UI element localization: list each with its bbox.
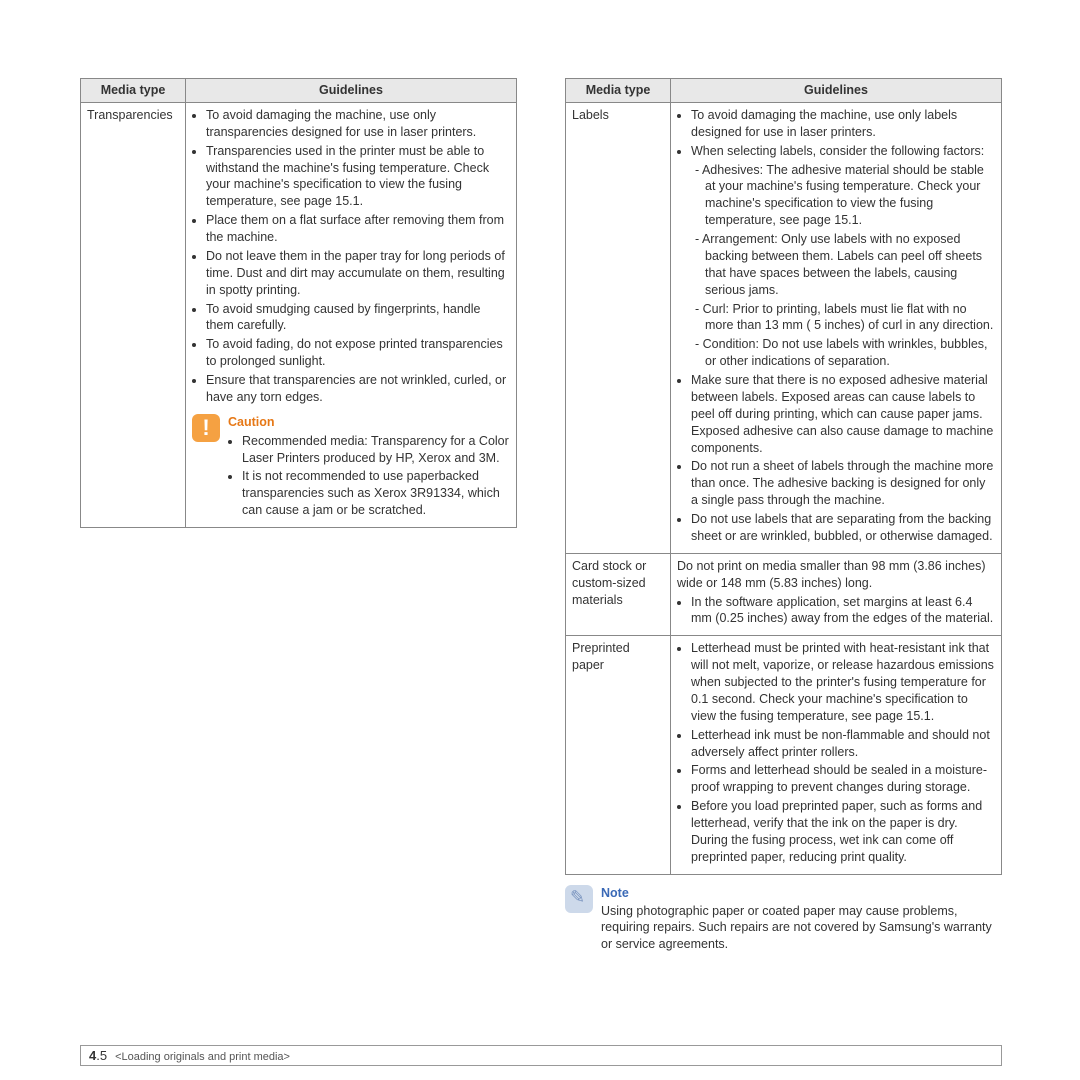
page-dec: .5 xyxy=(96,1048,107,1063)
note-title: Note xyxy=(601,885,1002,902)
cell-media: Card stock or custom-sized materials xyxy=(566,553,671,636)
bullet-list: Letterhead must be printed with heat-res… xyxy=(691,640,995,865)
sub-bullet: Arrangement: Only use labels with no exp… xyxy=(695,231,995,299)
col-head-media: Media type xyxy=(566,79,671,103)
note-body: Note Using photographic paper or coated … xyxy=(601,885,1002,954)
cell-guidelines: Letterhead must be printed with heat-res… xyxy=(671,636,1002,874)
bullet: Transparencies used in the printer must … xyxy=(206,143,510,211)
table-row: Transparencies To avoid damaging the mac… xyxy=(81,102,517,527)
sub-bullet: Curl: Prior to printing, labels must lie… xyxy=(695,301,995,335)
bullet-text: When selecting labels, consider the foll… xyxy=(691,144,984,158)
sub-list: Adhesives: The adhesive material should … xyxy=(695,162,995,371)
bullet: Do not leave them in the paper tray for … xyxy=(206,248,510,299)
cell-guidelines: To avoid damaging the machine, use only … xyxy=(186,102,517,527)
left-table: Media type Guidelines Transparencies To … xyxy=(80,78,517,528)
caution-icon: ! xyxy=(192,414,220,442)
cell-guidelines: Do not print on media smaller than 98 mm… xyxy=(671,553,1002,636)
chapter-label: <Loading originals and print media> xyxy=(115,1051,290,1063)
sub-bullet: Condition: Do not use labels with wrinkl… xyxy=(695,336,995,370)
bullet-list: To avoid damaging the machine, use only … xyxy=(691,107,995,545)
bullet: Letterhead must be printed with heat-res… xyxy=(691,640,995,724)
bullet: Make sure that there is no exposed adhes… xyxy=(691,372,995,456)
bullet: To avoid smudging caused by fingerprints… xyxy=(206,301,510,335)
note-icon xyxy=(565,885,593,913)
cell-media: Transparencies xyxy=(81,102,186,527)
page-number: 4.5 xyxy=(89,1048,107,1063)
page-footer: 4.5 <Loading originals and print media> xyxy=(80,1045,1002,1066)
cell-media: Labels xyxy=(566,102,671,553)
bullet-list: To avoid damaging the machine, use only … xyxy=(206,107,510,406)
note-text: Using photographic paper or coated paper… xyxy=(601,903,1002,954)
bullet-list: In the software application, set margins… xyxy=(691,594,995,628)
bullet: To avoid fading, do not expose printed t… xyxy=(206,336,510,370)
table-row: Labels To avoid damaging the machine, us… xyxy=(566,102,1002,553)
lead-text: Do not print on media smaller than 98 mm… xyxy=(677,558,995,592)
bullet: To avoid damaging the machine, use only … xyxy=(691,107,995,141)
bullet-list: Recommended media: Transparency for a Co… xyxy=(242,433,510,519)
bullet: When selecting labels, consider the foll… xyxy=(691,143,995,370)
col-head-media: Media type xyxy=(81,79,186,103)
bullet: Place them on a flat surface after remov… xyxy=(206,212,510,246)
bullet: Forms and letterhead should be sealed in… xyxy=(691,762,995,796)
sub-bullet: Adhesives: The adhesive material should … xyxy=(695,162,995,230)
bullet: Recommended media: Transparency for a Co… xyxy=(242,433,510,467)
bullet: Do not run a sheet of labels through the… xyxy=(691,458,995,509)
page-content: Media type Guidelines Transparencies To … xyxy=(0,0,1080,953)
col-head-guidelines: Guidelines xyxy=(186,79,517,103)
cell-guidelines: To avoid damaging the machine, use only … xyxy=(671,102,1002,553)
bullet: Ensure that transparencies are not wrink… xyxy=(206,372,510,406)
caution-block: ! Caution Recommended media: Transparenc… xyxy=(192,414,510,521)
bullet: To avoid damaging the machine, use only … xyxy=(206,107,510,141)
bullet: Do not use labels that are separating fr… xyxy=(691,511,995,545)
left-column: Media type Guidelines Transparencies To … xyxy=(80,78,517,953)
caution-title: Caution xyxy=(228,414,510,431)
caution-body: Caution Recommended media: Transparency … xyxy=(228,414,510,521)
right-table: Media type Guidelines Labels To avoid da… xyxy=(565,78,1002,875)
bullet: In the software application, set margins… xyxy=(691,594,995,628)
bullet: It is not recommended to use paperbacked… xyxy=(242,468,510,519)
right-column: Media type Guidelines Labels To avoid da… xyxy=(565,78,1002,953)
bullet: Letterhead ink must be non-flammable and… xyxy=(691,727,995,761)
col-head-guidelines: Guidelines xyxy=(671,79,1002,103)
table-row: Preprinted paper Letterhead must be prin… xyxy=(566,636,1002,874)
bullet: Before you load preprinted paper, such a… xyxy=(691,798,995,866)
cell-media: Preprinted paper xyxy=(566,636,671,874)
note-block: Note Using photographic paper or coated … xyxy=(565,885,1002,954)
table-row: Card stock or custom-sized materials Do … xyxy=(566,553,1002,636)
